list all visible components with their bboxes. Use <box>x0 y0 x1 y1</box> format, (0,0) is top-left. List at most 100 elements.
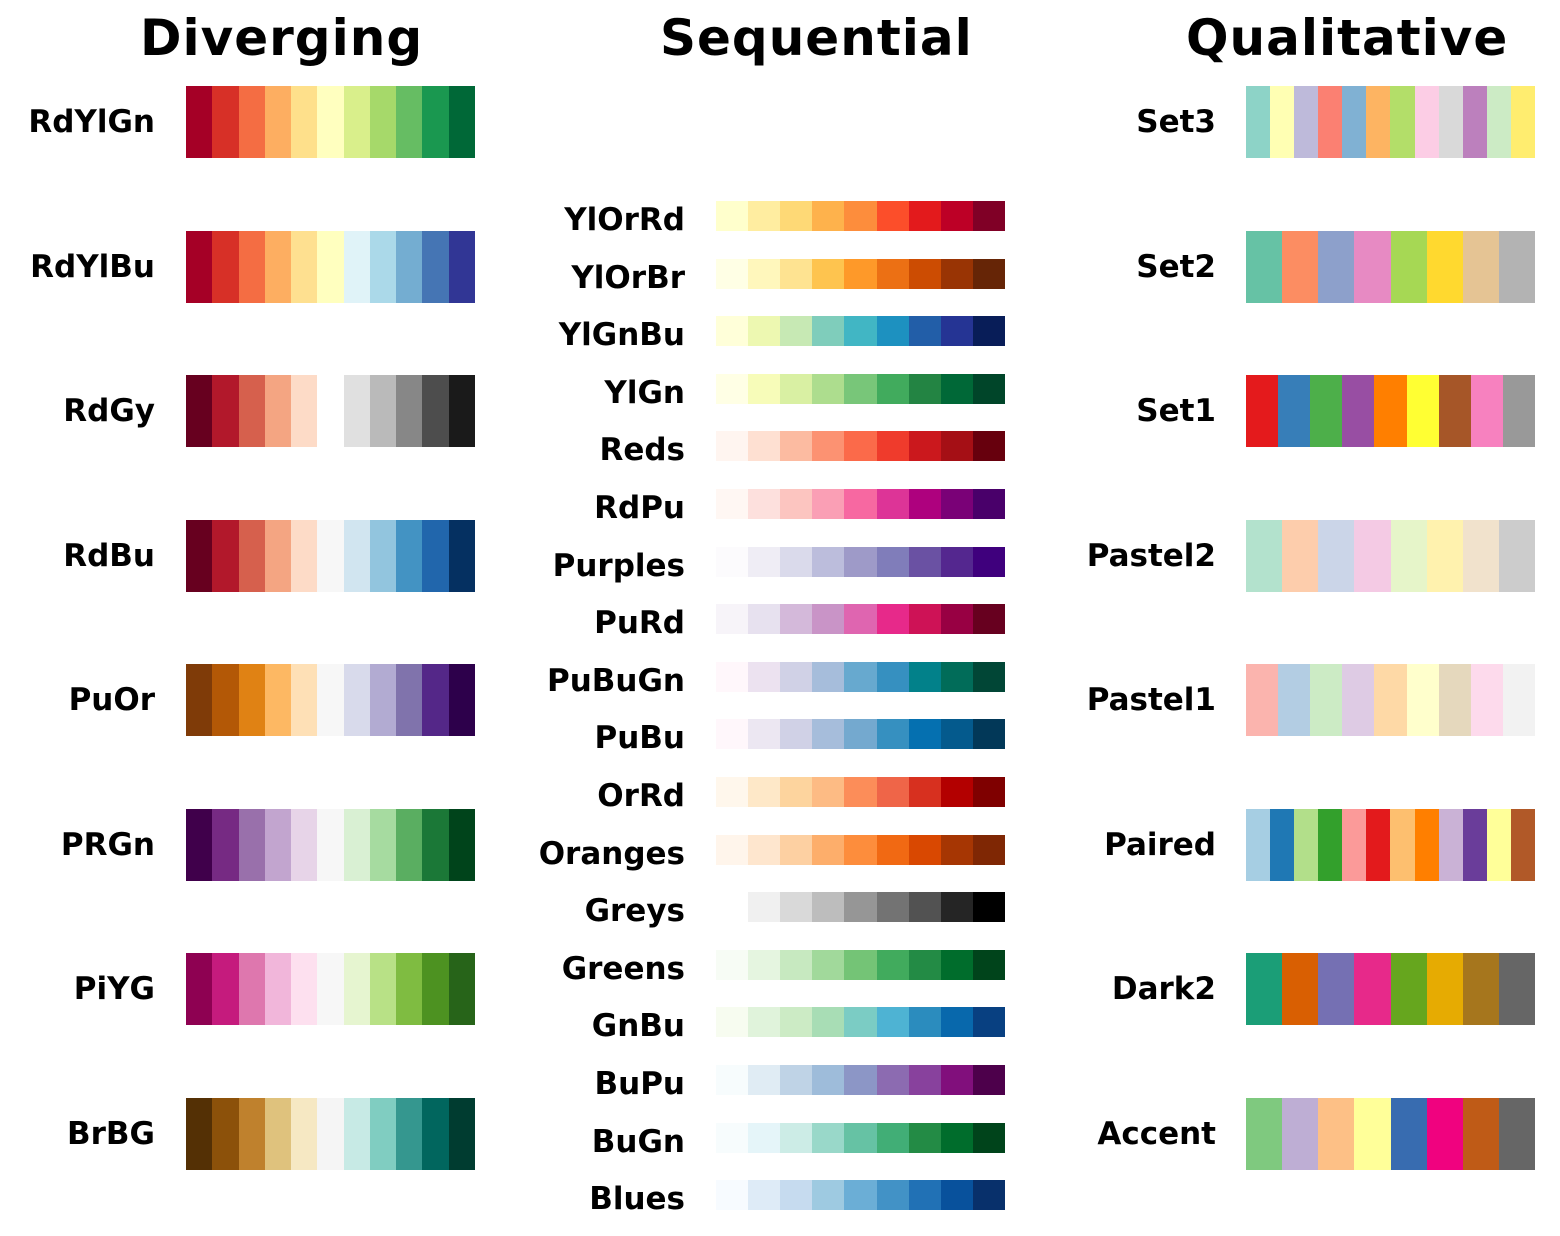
color-swatch <box>317 953 344 1025</box>
qualitative-column: Qualitative Set3 Set2 Set1 Pastel2 Pastel1 Pa… <box>1040 0 1560 1236</box>
color-swatch-strip <box>716 1007 1005 1038</box>
color-swatch <box>212 953 239 1025</box>
color-swatch <box>1246 519 1283 592</box>
color-swatch-strip <box>1246 1097 1535 1170</box>
color-swatch <box>1426 230 1463 303</box>
color-swatch-strip <box>1246 664 1535 736</box>
color-swatch-strip <box>186 953 475 1025</box>
color-swatch-strip <box>1246 953 1535 1025</box>
color-swatch <box>1438 375 1471 447</box>
color-swatch <box>940 546 973 577</box>
color-swatch <box>748 546 781 577</box>
color-swatch <box>1318 1097 1355 1170</box>
palette-gnbu: GnBu <box>520 1007 1040 1042</box>
palette-pastel1: Pastel1 <box>1040 664 1560 736</box>
color-swatch <box>369 86 397 158</box>
color-swatch <box>780 834 813 865</box>
color-swatch <box>748 431 781 462</box>
palette-label: Oranges <box>538 835 685 872</box>
color-swatch <box>1390 953 1427 1025</box>
color-swatch <box>940 834 973 865</box>
color-swatch <box>716 1180 749 1211</box>
palette-rdbu: RdBu <box>0 519 520 592</box>
color-swatch <box>1310 375 1343 447</box>
color-swatch <box>1342 808 1367 881</box>
color-swatch <box>264 519 292 592</box>
color-swatch <box>1414 808 1439 881</box>
color-swatch <box>876 431 909 462</box>
color-swatch <box>291 808 318 881</box>
color-swatch <box>940 661 973 692</box>
color-swatch-strip <box>186 519 475 592</box>
color-swatch <box>844 777 877 807</box>
color-swatch <box>812 201 845 231</box>
color-swatch-strip <box>716 546 1005 577</box>
color-swatch <box>812 546 845 577</box>
color-swatch <box>748 258 781 289</box>
color-swatch <box>780 1180 813 1211</box>
color-swatch <box>291 664 318 736</box>
color-swatch <box>812 834 845 865</box>
color-swatch <box>812 258 845 289</box>
color-swatch <box>369 375 397 447</box>
palette-purples: Purples <box>520 546 1040 581</box>
color-swatch <box>748 201 781 231</box>
color-swatch <box>780 719 813 750</box>
color-swatch <box>876 489 909 519</box>
color-swatch <box>1462 808 1487 881</box>
color-swatch <box>876 546 909 577</box>
color-swatch <box>317 86 344 158</box>
color-swatch <box>908 201 941 231</box>
palette-accent: Accent <box>1040 1097 1560 1170</box>
color-swatch <box>1462 1097 1499 1170</box>
color-swatch <box>844 258 877 289</box>
color-swatch <box>238 86 265 158</box>
color-swatch <box>844 431 877 462</box>
color-swatch <box>908 258 941 289</box>
color-swatch <box>940 604 973 635</box>
color-swatch <box>780 661 813 692</box>
color-swatch <box>212 230 239 303</box>
color-swatch <box>716 834 749 865</box>
palette-ylorbr: YlOrBr <box>520 258 1040 293</box>
palette-oranges: Oranges <box>520 834 1040 869</box>
color-swatch <box>1246 230 1283 303</box>
color-swatch <box>1310 664 1343 736</box>
color-swatch <box>1390 230 1427 303</box>
color-swatch <box>422 664 449 736</box>
color-swatch <box>812 604 845 635</box>
color-swatch <box>908 661 941 692</box>
color-swatch <box>908 316 941 347</box>
color-swatch <box>812 892 845 923</box>
color-swatch <box>716 431 749 462</box>
color-swatch <box>1246 86 1271 158</box>
palette-label: GnBu <box>591 1008 685 1045</box>
color-swatch <box>972 1180 1005 1211</box>
palette-label: PiYG <box>73 971 155 1007</box>
palette-label: Greens <box>561 950 685 987</box>
color-swatch <box>780 604 813 635</box>
palette-label: Pastel2 <box>1086 537 1216 574</box>
palette-label: PuOr <box>68 682 155 718</box>
color-swatch <box>1462 953 1499 1025</box>
color-swatch <box>291 953 318 1025</box>
color-swatch <box>422 230 449 303</box>
color-swatch <box>812 949 845 980</box>
color-swatch <box>396 86 423 158</box>
color-swatch <box>1366 86 1391 158</box>
color-swatch <box>1502 664 1535 736</box>
palette-dark2: Dark2 <box>1040 953 1560 1025</box>
color-swatch <box>343 519 370 592</box>
palette-prgn: PRGn <box>0 808 520 881</box>
color-swatch <box>422 953 449 1025</box>
color-swatch-strip <box>186 230 475 303</box>
color-swatch <box>1438 86 1463 158</box>
color-swatch-strip <box>716 777 1005 807</box>
color-swatch <box>212 1097 239 1170</box>
color-swatch <box>291 230 318 303</box>
color-swatch <box>238 664 265 736</box>
color-swatch <box>1354 519 1391 592</box>
color-swatch <box>812 1065 845 1095</box>
color-swatch <box>369 230 397 303</box>
color-swatch <box>212 519 239 592</box>
